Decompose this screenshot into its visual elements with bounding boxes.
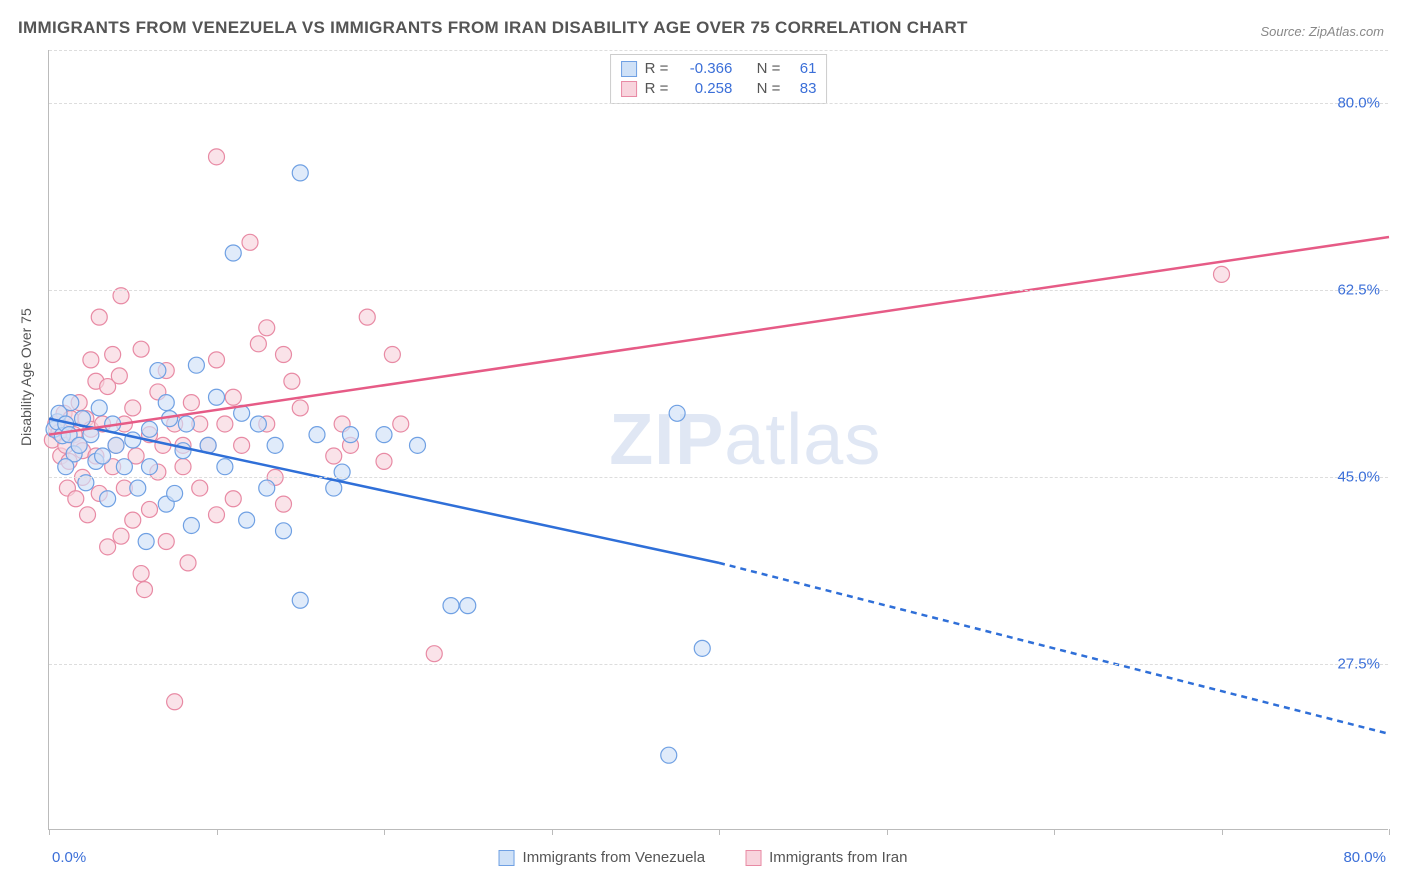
x-axis-max-label: 80.0% — [1343, 849, 1386, 866]
x-tick-mark — [1389, 829, 1390, 835]
y-tick-label: 45.0% — [1337, 469, 1380, 486]
x-tick-mark — [217, 829, 218, 835]
legend-series: Immigrants from Venezuela Immigrants from… — [499, 849, 908, 866]
gridline — [49, 290, 1388, 291]
legend-stats: R =-0.366 N =61R =0.258 N =83 — [610, 54, 828, 104]
x-tick-mark — [49, 829, 50, 835]
x-tick-mark — [1222, 829, 1223, 835]
legend-stat-row: R =-0.366 N =61 — [621, 59, 817, 79]
x-tick-mark — [552, 829, 553, 835]
chart-svg — [49, 50, 1388, 829]
chart-plot-area: ZIPatlas R =-0.366 N =61R =0.258 N =83 2… — [48, 50, 1388, 830]
y-axis-label: Disability Age Over 75 — [18, 308, 34, 446]
gridline — [49, 103, 1388, 104]
chart-title: IMMIGRANTS FROM VENEZUELA VS IMMIGRANTS … — [18, 18, 968, 38]
gridline — [49, 477, 1388, 478]
y-tick-label: 27.5% — [1337, 656, 1380, 673]
y-tick-label: 62.5% — [1337, 282, 1380, 299]
x-tick-mark — [887, 829, 888, 835]
legend-item: Immigrants from Venezuela — [499, 849, 706, 866]
x-tick-mark — [1054, 829, 1055, 835]
legend-stat-row: R =0.258 N =83 — [621, 79, 817, 99]
gridline — [49, 664, 1388, 665]
y-tick-label: 80.0% — [1337, 95, 1380, 112]
x-tick-mark — [719, 829, 720, 835]
gridline — [49, 50, 1388, 51]
source-label: Source: ZipAtlas.com — [1260, 24, 1384, 39]
x-tick-mark — [384, 829, 385, 835]
x-axis-min-label: 0.0% — [52, 849, 86, 866]
legend-item: Immigrants from Iran — [745, 849, 907, 866]
